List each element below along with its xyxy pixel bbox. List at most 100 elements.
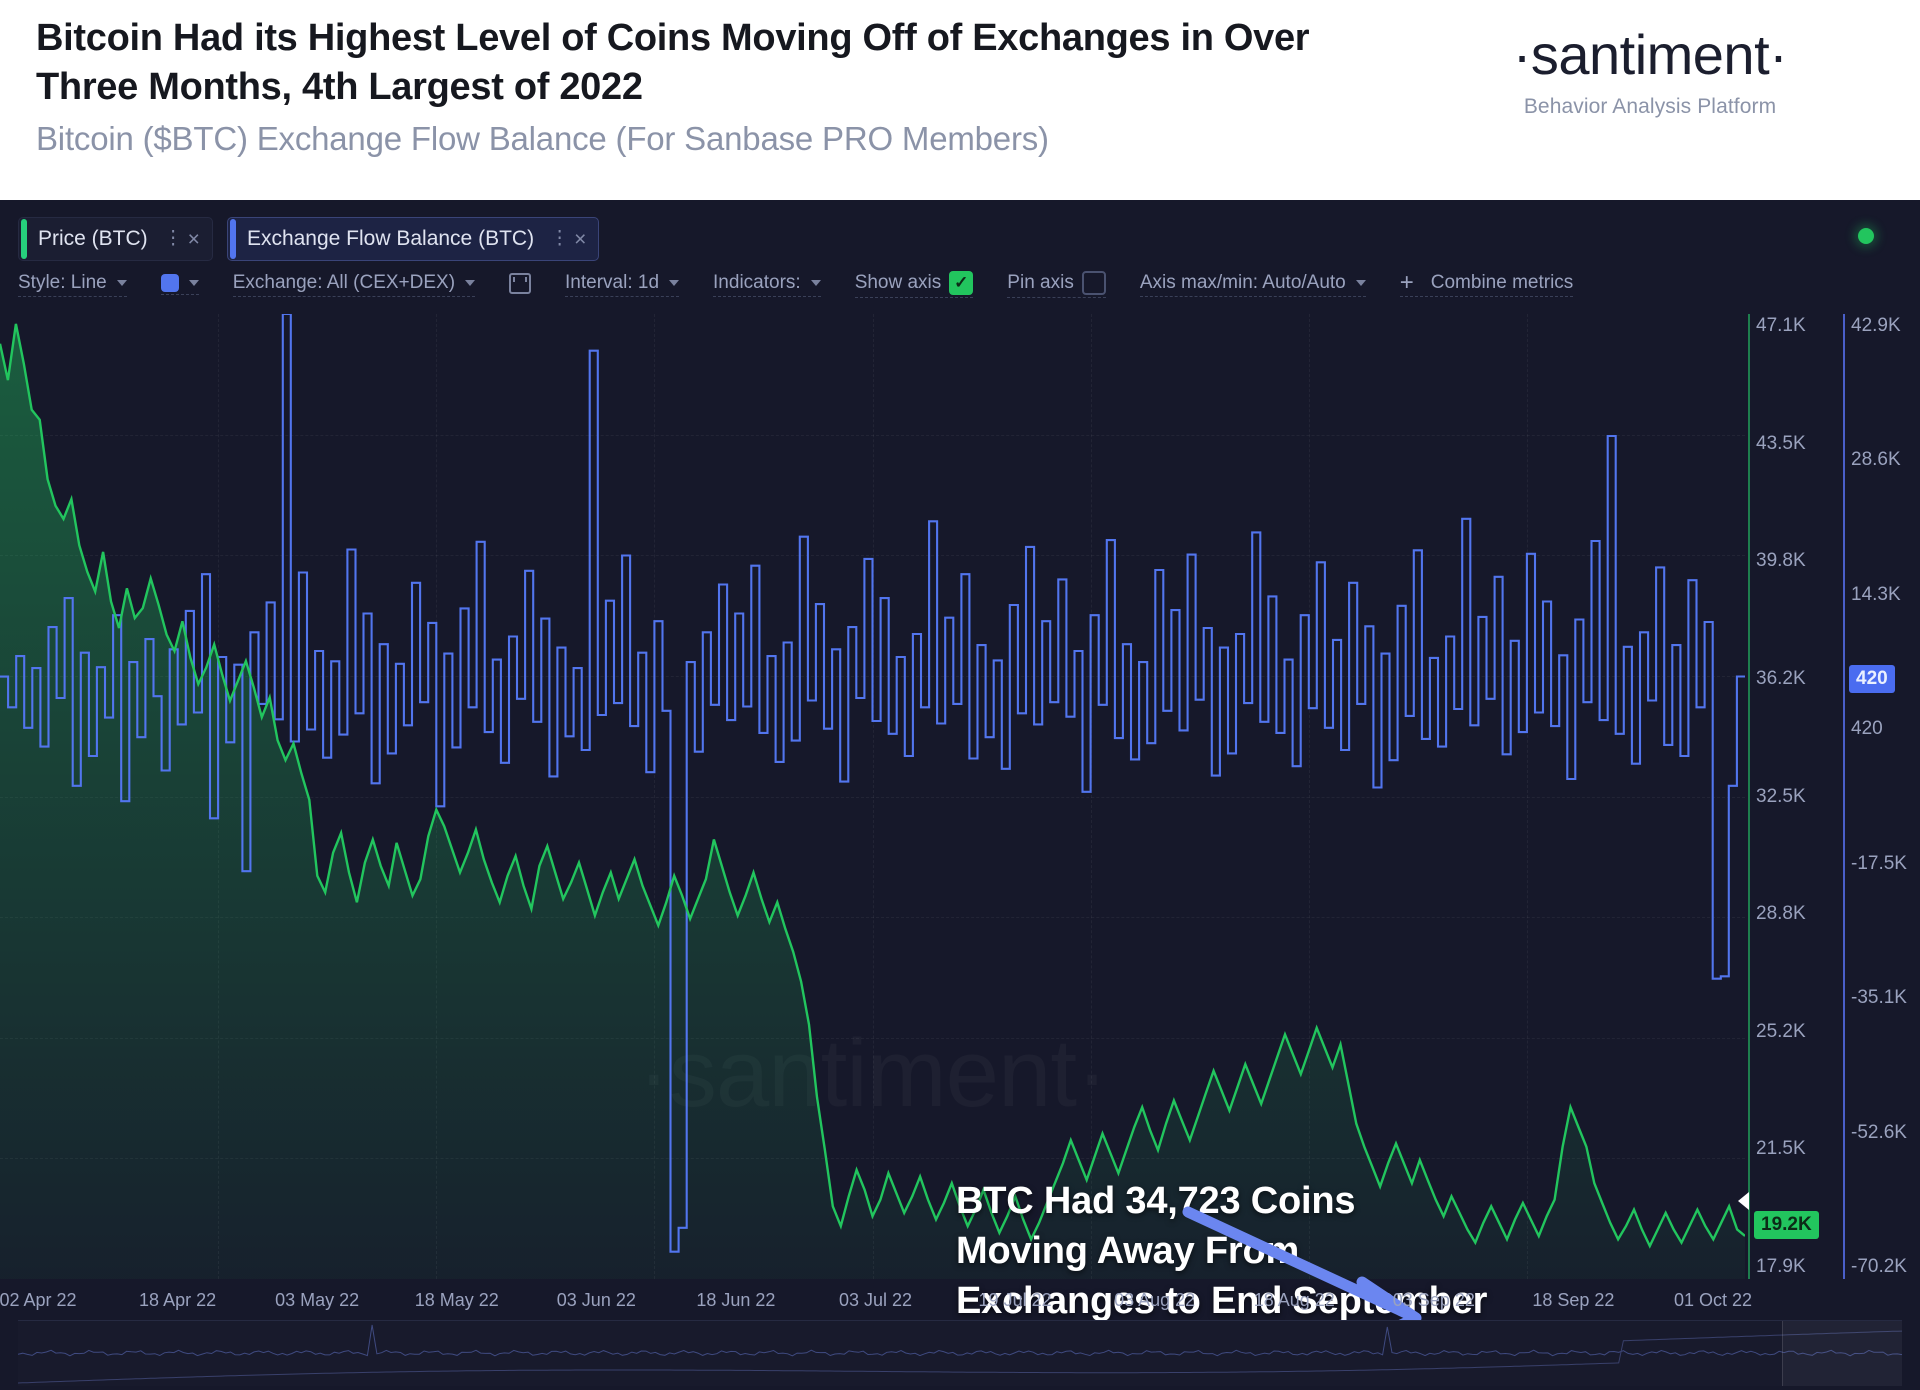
brand-block: ·santiment· Behavior Analysis Platform <box>1420 0 1920 119</box>
chart-area[interactable]: ·santiment· BTC Had 34,723 Coins Moving … <box>0 306 1920 1350</box>
brand-tagline: Behavior Analysis Platform <box>1523 95 1777 118</box>
kebab-menu-icon[interactable]: ⋮ <box>163 228 183 250</box>
metric-tab-bar: Price (BTC) ⋮ × Exchange Flow Balance (B… <box>0 200 1920 262</box>
price-axis-tick-label: 32.5K <box>1756 785 1806 807</box>
style-dropdown-label: Style: Line <box>18 271 107 293</box>
price-axis-tick-label: 43.5K <box>1756 432 1806 454</box>
price-axis-tick-label: 25.2K <box>1756 1020 1806 1042</box>
pin-axis-checkbox[interactable] <box>1081 270 1106 295</box>
color-swatch-icon <box>160 273 179 292</box>
page-subtitle: Bitcoin ($BTC) Exchange Flow Balance (Fo… <box>36 120 1049 158</box>
exchange-flow-current-value-badge: 420 <box>1849 665 1895 694</box>
x-axis-tick-label: 03 Jul 22 <box>838 1290 913 1310</box>
exchange-flow-axis-tick-label: -35.1K <box>1851 987 1907 1009</box>
price-current-marker <box>1738 1192 1749 1211</box>
chevron-down-icon <box>1355 279 1366 286</box>
chart-range-navigator[interactable] <box>17 1320 1903 1386</box>
price-axis-tick-label: 47.1K <box>1756 315 1806 336</box>
price-axis-tick-label: 21.5K <box>1756 1138 1806 1160</box>
live-status-dot <box>1858 228 1874 244</box>
show-axis-checkbox[interactable]: ✓ <box>949 270 974 295</box>
price-area-fill <box>0 323 1745 1279</box>
x-axis-tick-label: 18 May 22 <box>414 1290 499 1310</box>
gridline-horizontal <box>0 796 1745 798</box>
gridline-vertical <box>1090 314 1092 1279</box>
header-text-block: Bitcoin Had its Highest Level of Coins M… <box>0 0 1420 158</box>
combine-metrics-button[interactable]: + Combine metrics <box>1399 268 1574 297</box>
exchange-flow-axis-tick-label: 14.3K <box>1851 583 1901 605</box>
santiment-logo: ·santiment· <box>1512 23 1788 86</box>
chevron-down-icon <box>116 279 127 286</box>
price-axis-tick-label: 28.8K <box>1756 903 1806 925</box>
plus-icon: + <box>1399 268 1414 296</box>
range-navigator-handle[interactable] <box>1782 1321 1902 1386</box>
x-axis-labels: 02 Apr 22 18 Apr 22 03 May 22 18 May 22 03 J… <box>0 1284 1752 1320</box>
combine-metrics-label: Combine metrics <box>1430 271 1574 293</box>
x-axis-tick-label: 18 Sep 22 <box>1532 1290 1615 1310</box>
exchange-dropdown[interactable]: Exchange: All (CEX+DEX) <box>232 271 476 297</box>
exchange-flow-axis[interactable]: 42.9K 28.6K 14.3K 420 -17.5K -35.1K -52.6K -70.… <box>1843 314 1920 1279</box>
x-axis-tick-label: 03 Sep 22 <box>1392 1290 1475 1310</box>
tab-exchange-flow-balance-btc[interactable]: Exchange Flow Balance (BTC) ⋮ × <box>226 217 600 261</box>
exchange-flow-axis-tick-label: -70.2K <box>1851 1256 1907 1277</box>
price-axis-tick-label: 36.2K <box>1756 667 1806 689</box>
kebab-menu-icon[interactable]: ⋮ <box>550 228 570 250</box>
style-dropdown[interactable]: Style: Line <box>18 272 127 297</box>
chart-toolbar: Style: Line Exchange: All (CEX+DEX) Inte… <box>0 262 1920 306</box>
gridline-horizontal <box>0 1037 1745 1039</box>
color-picker-dropdown[interactable] <box>160 273 199 295</box>
x-axis-tick-label: 18 Jun 22 <box>696 1290 776 1310</box>
annotation-line-1: BTC Had 34,723 Coins <box>956 1180 1356 1222</box>
chart-annotation: BTC Had 34,723 Coins Moving Away From Ex… <box>956 1176 1487 1326</box>
exchange-flow-balance-line <box>0 314 1745 1253</box>
price-current-value-badge: 19.2K <box>1754 1211 1819 1240</box>
show-axis-label: Show axis <box>854 271 942 293</box>
x-axis-tick-label: 18 Aug 22 <box>1253 1290 1335 1310</box>
chart-application-panel: Price (BTC) ⋮ × Exchange Flow Balance (B… <box>0 200 1920 1390</box>
tab-price-btc-label: Price (BTC) <box>38 227 148 250</box>
chevron-down-icon <box>188 279 199 286</box>
chevron-down-icon <box>669 279 680 286</box>
interval-dropdown[interactable]: Interval: 1d <box>565 271 680 297</box>
gridline-horizontal <box>0 555 1745 557</box>
price-axis-tick-label: 39.8K <box>1756 550 1806 572</box>
calendar-icon-button[interactable] <box>509 272 532 296</box>
show-axis-toggle[interactable]: Show axis ✓ <box>854 270 974 298</box>
page-header: Bitcoin Had its Highest Level of Coins M… <box>0 0 1920 200</box>
close-icon[interactable]: × <box>187 227 200 251</box>
gridline-vertical <box>1526 314 1528 1279</box>
indicators-dropdown[interactable]: Indicators: <box>713 272 821 297</box>
gridline-horizontal <box>0 917 1745 919</box>
chevron-down-icon <box>810 279 821 286</box>
price-axis-tick-label: 17.9K <box>1756 1256 1806 1277</box>
price-axis[interactable]: 47.1K 43.5K 39.8K 36.2K 32.5K 28.8K 25.2K 21.5K… <box>1738 314 1828 1279</box>
x-axis-tick-label: 03 May 22 <box>275 1290 360 1310</box>
x-axis-tick-label: 03 Aug 22 <box>1114 1290 1196 1310</box>
chart-series-svg <box>0 314 1745 1279</box>
x-axis-tick-label: 19 Jul 22 <box>978 1290 1052 1310</box>
gridline-vertical <box>654 314 656 1279</box>
tab-exchange-flow-balance-label: Exchange Flow Balance (BTC) <box>246 227 535 250</box>
gridline-horizontal <box>0 434 1745 436</box>
price-line <box>0 323 1745 1249</box>
gridline-horizontal <box>0 1158 1745 1160</box>
price-axis-line <box>1748 314 1750 1279</box>
tab-color-bar-blue <box>229 219 236 259</box>
exchange-flow-axis-tick-label: -52.6K <box>1851 1121 1907 1143</box>
tab-price-btc[interactable]: Price (BTC) ⋮ × <box>18 217 213 261</box>
x-axis-tick-label: 02 Apr 22 <box>0 1290 77 1310</box>
pin-axis-label: Pin axis <box>1007 271 1074 293</box>
axis-minmax-dropdown[interactable]: Axis max/min: Auto/Auto <box>1139 272 1366 297</box>
exchange-dropdown-label: Exchange: All (CEX+DEX) <box>232 271 456 293</box>
exchange-flow-axis-tick-label: 42.9K <box>1851 315 1901 336</box>
page-title: Bitcoin Had its Highest Level of Coins M… <box>36 17 1310 108</box>
close-icon[interactable]: × <box>574 227 587 251</box>
pin-axis-toggle[interactable]: Pin axis <box>1007 270 1106 298</box>
interval-dropdown-label: Interval: 1d <box>565 271 660 293</box>
x-axis-tick-label: 18 Apr 22 <box>139 1290 217 1310</box>
exchange-flow-axis-tick-label: -17.5K <box>1851 852 1907 874</box>
exchange-flow-axis-line <box>1843 314 1845 1279</box>
indicators-dropdown-label: Indicators: <box>713 271 801 293</box>
plot-canvas[interactable]: ·santiment· <box>0 314 1745 1279</box>
exchange-flow-axis-tick-label: 420 <box>1851 718 1883 740</box>
